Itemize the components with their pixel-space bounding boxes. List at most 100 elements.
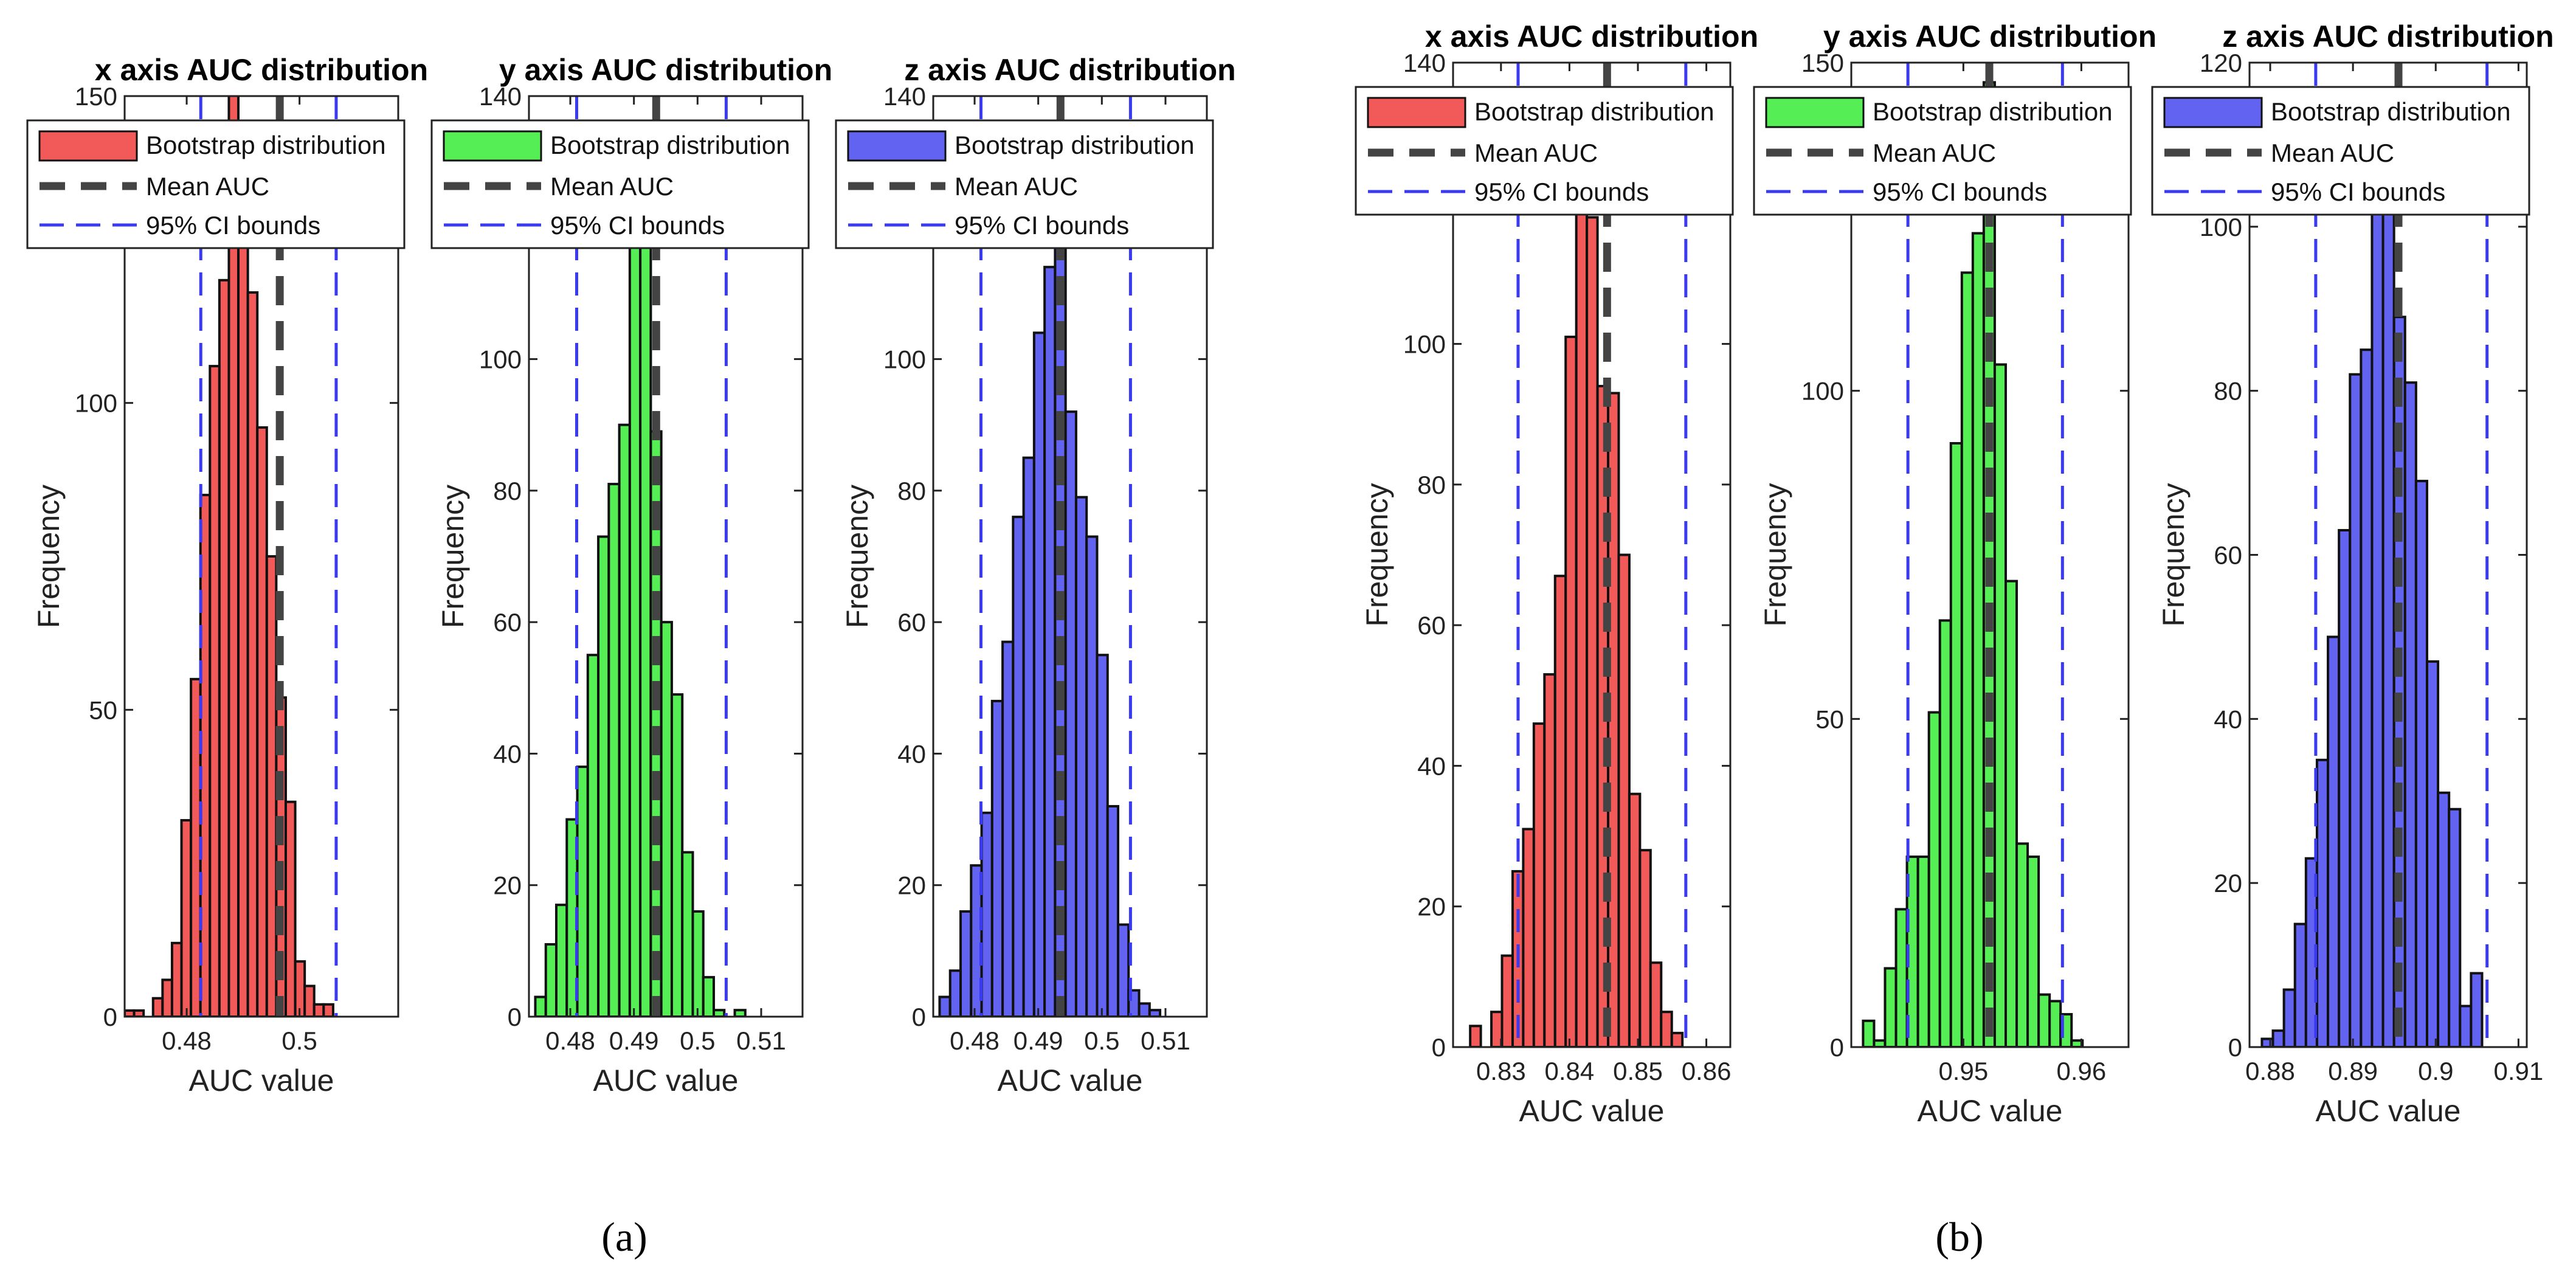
histogram-bar bbox=[1993, 363, 2008, 1047]
y-tick-label: 60 bbox=[897, 608, 926, 637]
x-tick-label: 0.85 bbox=[1613, 1057, 1663, 1085]
histogram-bar bbox=[2425, 660, 2440, 1047]
histogram-bar bbox=[2414, 480, 2428, 1047]
histogram-bar bbox=[1960, 271, 1974, 1047]
legend-label: Bootstrap distribution bbox=[550, 131, 790, 159]
histogram-bar bbox=[1670, 1031, 1684, 1047]
histogram-bar bbox=[1873, 1039, 1887, 1047]
y-tick-label: 40 bbox=[493, 739, 522, 768]
histogram-bar bbox=[2459, 1005, 2473, 1047]
y-tick-label: 40 bbox=[897, 739, 926, 768]
histogram-bar bbox=[237, 187, 249, 1017]
histogram-bar bbox=[1096, 654, 1109, 1017]
axes-box bbox=[528, 95, 804, 1018]
histogram-bar bbox=[1628, 792, 1642, 1047]
y-tick-label: 0 bbox=[1830, 1033, 1844, 1062]
histogram-bar bbox=[2282, 988, 2296, 1047]
histogram-bar bbox=[1927, 711, 1941, 1047]
x-tick-label: 0.88 bbox=[2245, 1057, 2295, 1085]
legend-swatch-bootstrap bbox=[2163, 97, 2263, 128]
histogram-bar bbox=[618, 423, 631, 1017]
x-axis-label: AUC value bbox=[189, 1063, 334, 1098]
histogram-bar bbox=[1064, 410, 1077, 1017]
x-tick-label: 0.49 bbox=[609, 1026, 659, 1055]
histogram-bar bbox=[303, 984, 316, 1017]
histogram-bar bbox=[256, 426, 268, 1017]
histogram-bar bbox=[670, 693, 684, 1017]
y-tick-label: 40 bbox=[2214, 705, 2242, 733]
histogram-bar bbox=[948, 969, 962, 1017]
legend: Bootstrap distribution Mean AUC 95% CI bou… bbox=[430, 119, 810, 249]
y-tick-label: 50 bbox=[1815, 705, 1844, 733]
histogram-bar bbox=[534, 995, 547, 1017]
x-tick-label: 0.95 bbox=[1938, 1057, 1988, 1085]
histogram-bar bbox=[628, 147, 642, 1017]
histogram-bar bbox=[265, 555, 278, 1017]
histogram-bar bbox=[1117, 923, 1130, 1017]
y-tick-label: 80 bbox=[897, 477, 926, 505]
x-tick-label: 0.91 bbox=[2494, 1057, 2544, 1085]
histogram-bar bbox=[2371, 209, 2384, 1047]
histogram-bar bbox=[980, 811, 993, 1017]
histogram-bar bbox=[2005, 579, 2018, 1047]
histogram-bar bbox=[2403, 381, 2417, 1047]
histogram-panel-2: 0.480.490.50.51020406080100120140AUC val… bbox=[430, 53, 832, 1098]
legend-label: Bootstrap distribution bbox=[955, 131, 1195, 159]
x-axis-label: AUC value bbox=[1519, 1094, 1665, 1128]
legend: Bootstrap distribution Mean AUC 95% CI bou… bbox=[26, 119, 406, 249]
y-tick-label: 0 bbox=[508, 1003, 522, 1031]
histogram-bar bbox=[1660, 1011, 1673, 1047]
histogram-bar bbox=[1138, 1002, 1151, 1017]
histogram-bar bbox=[1469, 1025, 1482, 1047]
histogram-bar bbox=[170, 941, 183, 1017]
legend-label: Mean AUC bbox=[1873, 139, 1996, 167]
histogram-panel-6: 0.88 0.89 0.9 0.91 0 20 40 60 80 100 120 AUC value F… bbox=[2151, 19, 2554, 1128]
plot-area bbox=[125, 96, 338, 1017]
axes-box bbox=[123, 95, 399, 1018]
histogram-bar bbox=[180, 819, 193, 1017]
x-tick-label: 0.48 bbox=[545, 1026, 595, 1055]
histogram-panel-1: 0.48 0.5 0 50 100 150 AUC value Frequency x axis… bbox=[26, 53, 428, 1098]
legend-label: 95% CI bounds bbox=[550, 211, 725, 240]
y-tick-label: 0 bbox=[912, 1003, 926, 1031]
x-tick-label: 0.83 bbox=[1476, 1057, 1526, 1085]
x-tick-label: 0.51 bbox=[1141, 1026, 1190, 1055]
histogram-bar bbox=[2349, 373, 2363, 1047]
histogram-panel-5: 0.95 0.96 0 50 100 150 AUC value Frequency y axi… bbox=[1753, 19, 2156, 1128]
histogram-bar bbox=[1022, 456, 1035, 1017]
histogram-bar bbox=[1649, 961, 1663, 1047]
histogram-bar bbox=[544, 943, 558, 1017]
histogram-bar bbox=[990, 699, 1004, 1017]
x-tick-label: 0.84 bbox=[1545, 1057, 1595, 1085]
chart-title: x axis AUC distribution bbox=[1425, 19, 1758, 54]
panel-b-caption: (b) bbox=[1935, 1214, 1984, 1260]
histogram-bar bbox=[161, 978, 173, 1017]
chart-title: z axis AUC distribution bbox=[2222, 19, 2554, 54]
histogram-bar bbox=[2437, 791, 2451, 1047]
x-tick-label: 0.48 bbox=[162, 1026, 212, 1055]
x-axis-label: AUC value bbox=[2316, 1094, 2461, 1128]
histogram-bar bbox=[691, 910, 705, 1017]
histogram-bar bbox=[1862, 1019, 1876, 1047]
axes-box bbox=[1452, 61, 1732, 1048]
histogram-bar bbox=[1949, 442, 1963, 1047]
histogram-bar bbox=[2448, 807, 2462, 1047]
histogram-bar bbox=[576, 766, 589, 1017]
y-tick-label: 50 bbox=[89, 696, 117, 724]
histogram-bar bbox=[284, 800, 297, 1017]
legend: Bootstrap distribution Mean AUC 95% CI bou… bbox=[2151, 86, 2530, 216]
histogram-bar bbox=[733, 1009, 747, 1017]
y-tick-label: 60 bbox=[493, 608, 522, 637]
histogram-bar bbox=[2037, 993, 2051, 1047]
legend-label: Mean AUC bbox=[550, 172, 674, 201]
histogram-bar bbox=[2470, 972, 2484, 1047]
histogram-bar bbox=[1916, 855, 1930, 1047]
y-tick-label: 100 bbox=[883, 345, 926, 374]
histogram-bar bbox=[313, 1003, 325, 1017]
histogram-bar bbox=[246, 291, 259, 1017]
y-tick-label: 20 bbox=[493, 871, 522, 900]
histogram-bar bbox=[2260, 1037, 2274, 1047]
histogram-bar bbox=[125, 1009, 136, 1017]
y-tick-label: 60 bbox=[2214, 541, 2242, 570]
histogram-bar bbox=[1575, 145, 1589, 1047]
